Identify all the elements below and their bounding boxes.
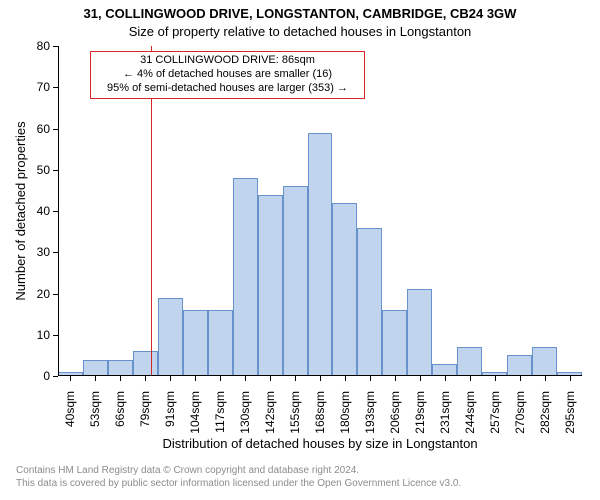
histogram-bar bbox=[457, 347, 482, 376]
x-tick bbox=[70, 376, 71, 381]
info-box-line2: ← 4% of detached houses are smaller (16) bbox=[95, 68, 360, 82]
y-tick bbox=[53, 252, 58, 253]
y-tick-label: 30 bbox=[20, 245, 50, 259]
y-tick bbox=[53, 129, 58, 130]
y-tick bbox=[53, 87, 58, 88]
footer-attribution: Contains HM Land Registry data © Crown c… bbox=[16, 465, 461, 490]
y-tick-label: 60 bbox=[20, 122, 50, 136]
x-tick bbox=[245, 376, 246, 381]
y-tick bbox=[53, 46, 58, 47]
histogram-bar bbox=[507, 355, 532, 376]
chart-supertitle: 31, COLLINGWOOD DRIVE, LONGSTANTON, CAMB… bbox=[0, 6, 600, 21]
histogram-bar bbox=[158, 298, 183, 376]
y-tick-label: 10 bbox=[20, 328, 50, 342]
x-tick bbox=[420, 376, 421, 381]
y-tick-label: 20 bbox=[20, 287, 50, 301]
x-tick bbox=[195, 376, 196, 381]
x-tick bbox=[145, 376, 146, 381]
y-tick bbox=[53, 170, 58, 171]
info-box: 31 COLLINGWOOD DRIVE: 86sqm ← 4% of deta… bbox=[90, 51, 365, 99]
histogram-bar bbox=[83, 360, 108, 377]
x-tick bbox=[545, 376, 546, 381]
histogram-bar bbox=[357, 228, 382, 377]
y-axis-line bbox=[58, 46, 59, 376]
footer-line2: This data is covered by public sector in… bbox=[16, 478, 461, 491]
histogram-bar bbox=[133, 351, 158, 376]
histogram-bar bbox=[108, 360, 133, 377]
x-tick bbox=[320, 376, 321, 381]
histogram-bar bbox=[258, 195, 283, 377]
x-tick bbox=[570, 376, 571, 381]
info-box-line3: 95% of semi-detached houses are larger (… bbox=[95, 82, 360, 96]
x-tick bbox=[520, 376, 521, 381]
histogram-bar bbox=[283, 186, 308, 376]
histogram-bar bbox=[532, 347, 557, 376]
x-tick bbox=[395, 376, 396, 381]
y-tick-label: 40 bbox=[20, 204, 50, 218]
y-tick-label: 70 bbox=[20, 80, 50, 94]
chart-title: Size of property relative to detached ho… bbox=[0, 24, 600, 39]
x-tick bbox=[370, 376, 371, 381]
y-tick-label: 80 bbox=[20, 39, 50, 53]
x-tick bbox=[495, 376, 496, 381]
histogram-bar bbox=[332, 203, 357, 376]
x-tick bbox=[345, 376, 346, 381]
y-tick-label: 0 bbox=[20, 369, 50, 383]
x-tick bbox=[220, 376, 221, 381]
histogram-bar bbox=[208, 310, 233, 376]
y-tick bbox=[53, 211, 58, 212]
x-tick bbox=[120, 376, 121, 381]
histogram-bar bbox=[407, 289, 432, 376]
histogram-bar bbox=[183, 310, 208, 376]
x-tick bbox=[95, 376, 96, 381]
y-tick-label: 50 bbox=[20, 163, 50, 177]
x-tick bbox=[470, 376, 471, 381]
y-tick bbox=[53, 335, 58, 336]
x-tick bbox=[295, 376, 296, 381]
y-tick bbox=[53, 294, 58, 295]
histogram-bar bbox=[308, 133, 333, 376]
info-box-line1: 31 COLLINGWOOD DRIVE: 86sqm bbox=[95, 54, 360, 68]
x-tick bbox=[445, 376, 446, 381]
chart-root: 31, COLLINGWOOD DRIVE, LONGSTANTON, CAMB… bbox=[0, 0, 600, 500]
x-axis-label: Distribution of detached houses by size … bbox=[58, 436, 582, 451]
y-tick bbox=[53, 376, 58, 377]
x-tick bbox=[170, 376, 171, 381]
footer-line1: Contains HM Land Registry data © Crown c… bbox=[16, 465, 461, 478]
histogram-bar bbox=[382, 310, 407, 376]
x-tick bbox=[270, 376, 271, 381]
histogram-bar bbox=[233, 178, 258, 376]
